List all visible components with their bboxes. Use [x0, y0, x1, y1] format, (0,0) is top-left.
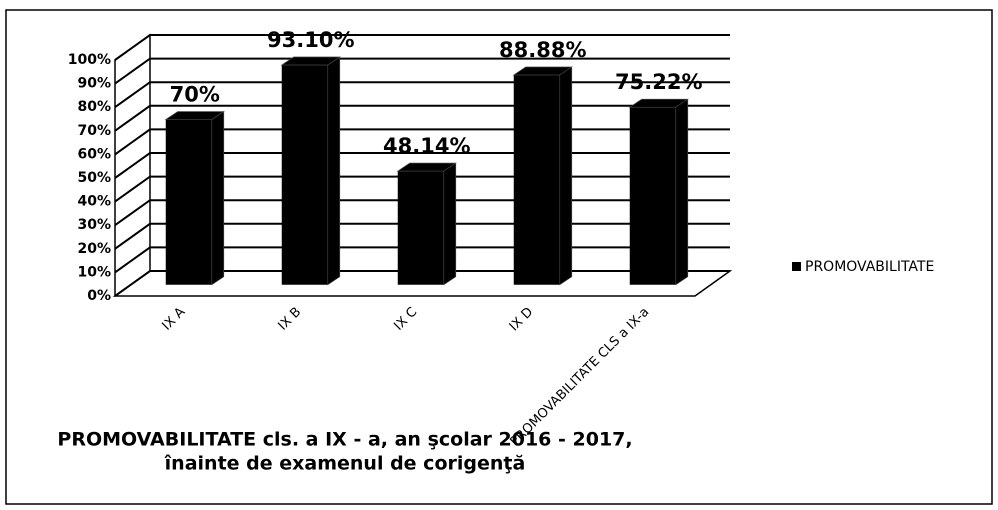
y-tick-label: 50%: [77, 170, 111, 186]
bar-side: [327, 56, 341, 286]
bar-front: [165, 119, 212, 285]
bar-side: [675, 98, 689, 286]
x-tick-label: IX B: [275, 305, 304, 334]
bar-side: [443, 162, 457, 286]
bar-front: [629, 107, 676, 285]
value-label: 93.10%: [267, 28, 354, 52]
y-tick-label: 40%: [77, 194, 111, 210]
y-tick-label: 70%: [77, 123, 111, 139]
x-tick-label: IX C: [391, 305, 420, 334]
y-tick-label: 90%: [77, 76, 111, 92]
y-tick-label: 80%: [77, 99, 111, 115]
legend-swatch: [792, 262, 801, 271]
bar-front: [281, 65, 328, 285]
y-tick-label: 0%: [87, 288, 111, 304]
value-label: 48.14%: [383, 134, 470, 158]
bar-side: [211, 110, 225, 286]
y-tick-label: 100%: [68, 52, 111, 68]
value-label: 75.22%: [615, 70, 702, 94]
chart-title: PROMOVABILITATE cls. a IX - a, an şcolar…: [57, 429, 632, 451]
y-tick-label: 60%: [77, 146, 111, 162]
bar-side: [559, 66, 573, 286]
y-tick-label: 10%: [77, 264, 111, 280]
y-tick-label: 20%: [77, 241, 111, 257]
bar-front: [513, 74, 560, 285]
chart-title: înainte de examenul de corigenţă: [164, 453, 526, 475]
value-label: 88.88%: [499, 38, 586, 62]
x-tick-label: IX D: [507, 305, 537, 335]
bar-front: [397, 171, 444, 285]
legend-label: PROMOVABILITATE: [805, 259, 934, 275]
x-tick-label: IX A: [159, 305, 188, 334]
y-tick-label: 30%: [77, 217, 111, 233]
value-label: 70%: [170, 83, 220, 107]
grid-line: [114, 57, 730, 85]
frame: [5, 9, 993, 505]
grid-line: [114, 34, 730, 61]
